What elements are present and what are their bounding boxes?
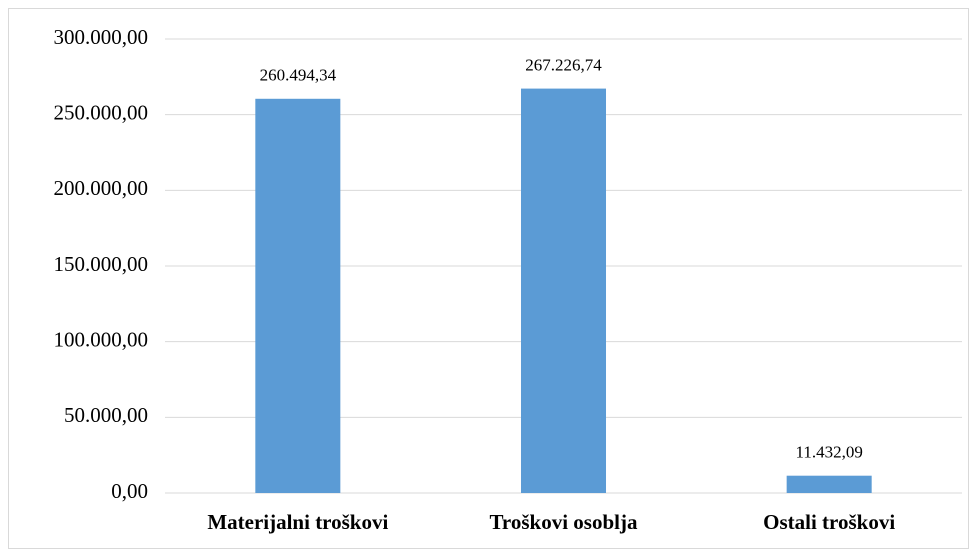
y-tick-label: 100.000,00	[54, 327, 149, 351]
value-label: 260.494,34	[260, 66, 337, 85]
y-tick-label: 250.000,00	[54, 100, 149, 124]
x-tick-label: Troškovi osoblja	[489, 510, 638, 534]
bar	[520, 88, 607, 494]
y-tick-label: 200.000,00	[54, 176, 149, 200]
y-tick-label: 50.000,00	[64, 403, 148, 427]
x-tick-label: Materijalni troškovi	[207, 510, 388, 534]
value-label: 267.226,74	[525, 56, 602, 75]
y-tick-label: 0,00	[111, 479, 148, 503]
y-tick-label: 300.000,00	[54, 25, 149, 49]
bar	[786, 475, 872, 493]
x-tick-label: Ostali troškovi	[763, 510, 895, 534]
y-tick-label: 150.000,00	[54, 252, 149, 276]
value-label: 11.432,09	[795, 443, 862, 462]
chart-border	[8, 8, 969, 549]
bar	[255, 98, 341, 494]
